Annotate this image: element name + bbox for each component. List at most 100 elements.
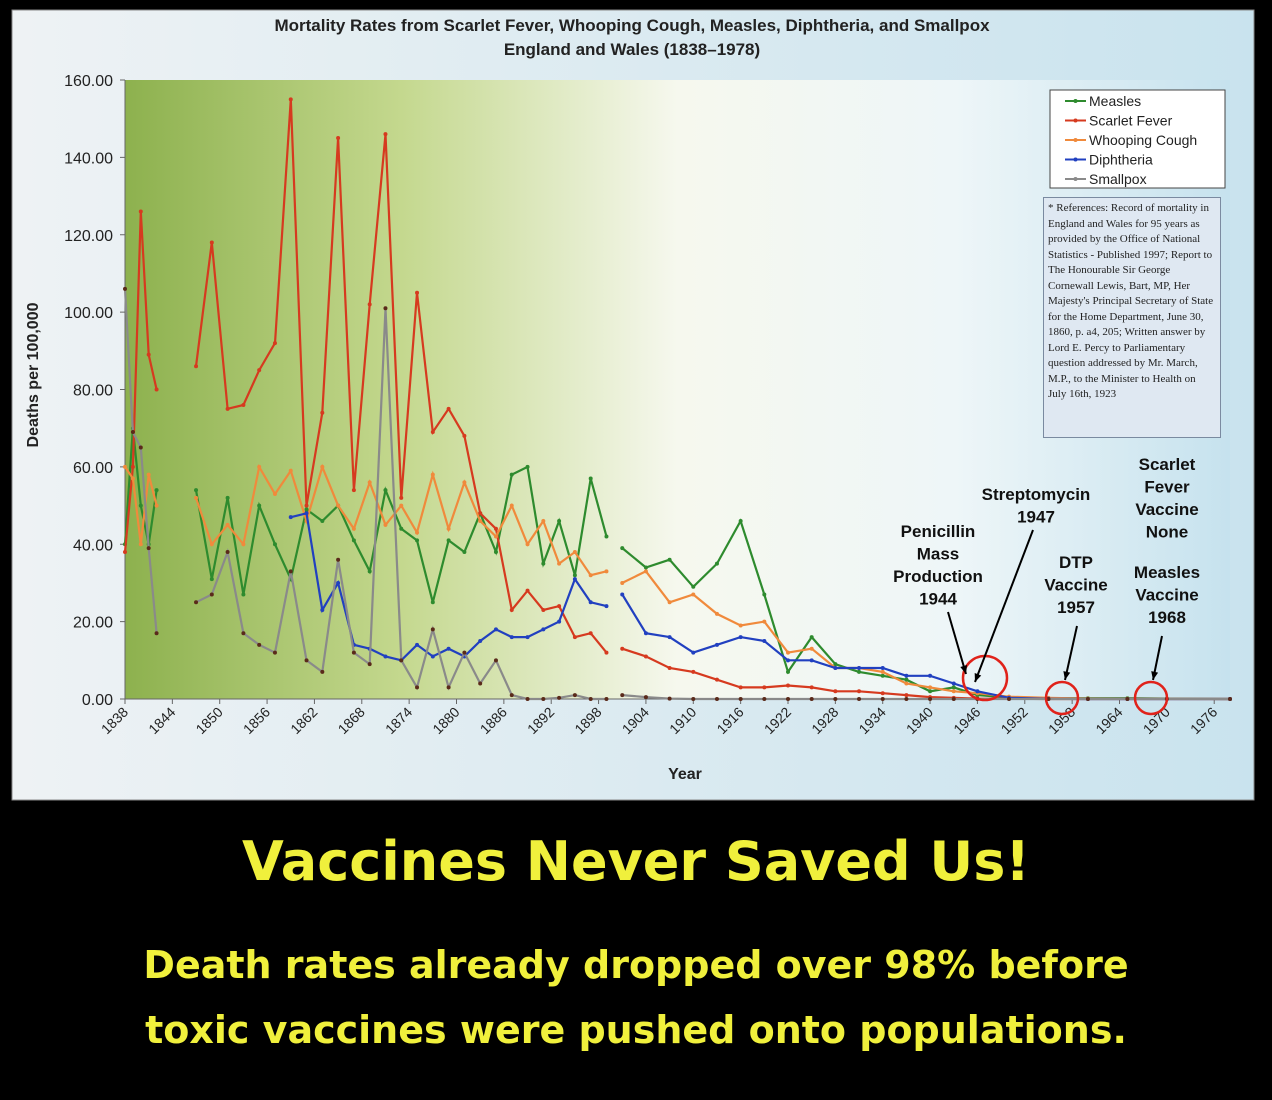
- point-marker: [130, 430, 135, 435]
- point-marker: [880, 669, 885, 674]
- point-marker: [241, 402, 246, 407]
- point-marker: [588, 476, 593, 481]
- point-marker: [738, 519, 743, 524]
- point-marker: [194, 495, 199, 500]
- point-marker: [351, 538, 356, 543]
- point-marker: [462, 650, 467, 655]
- point-marker: [880, 697, 885, 701]
- point-marker: [367, 480, 372, 485]
- point-marker: [904, 681, 909, 686]
- subheadline: toxic vaccines were pushed onto populati…: [145, 1008, 1127, 1052]
- point-marker: [209, 592, 214, 597]
- point-marker: [272, 542, 277, 547]
- point-marker: [904, 697, 909, 701]
- legend-label: Smallpox: [1089, 171, 1147, 187]
- point-marker: [572, 635, 577, 640]
- point-marker: [209, 240, 214, 245]
- point-marker: [667, 557, 672, 562]
- point-marker: [288, 515, 293, 520]
- point-marker: [643, 654, 648, 659]
- annotation-arrow: [1064, 625, 1078, 681]
- annotation-text: Measles: [1134, 563, 1200, 582]
- point-marker: [493, 658, 498, 663]
- y-axis-label: Deaths per 100,000: [25, 302, 42, 447]
- legend-marker: [1073, 177, 1078, 181]
- point-marker: [462, 549, 467, 554]
- annotation-text: Vaccine: [1044, 576, 1107, 595]
- chart-title: Mortality Rates from Scarlet Fever, Whoo…: [274, 16, 990, 35]
- point-marker: [351, 488, 356, 493]
- point-marker: [154, 503, 159, 508]
- arrow-head: [1063, 671, 1071, 680]
- references-box: * References: Record of mortality in Eng…: [1043, 197, 1221, 438]
- point-marker: [620, 693, 625, 698]
- point-marker: [336, 136, 341, 141]
- point-marker: [146, 352, 151, 357]
- point-marker: [415, 642, 420, 647]
- point-marker: [557, 604, 562, 609]
- point-marker: [304, 658, 309, 663]
- point-marker: [336, 580, 341, 585]
- point-marker: [572, 573, 577, 578]
- point-marker: [786, 683, 790, 688]
- point-marker: [541, 561, 546, 566]
- point-marker: [462, 480, 467, 485]
- point-marker: [288, 97, 293, 102]
- point-marker: [667, 666, 672, 671]
- point-marker: [714, 561, 719, 566]
- point-marker: [257, 464, 262, 469]
- annotation-text: Scarlet: [1139, 455, 1196, 474]
- point-marker: [786, 650, 790, 655]
- point-marker: [541, 627, 546, 632]
- point-marker: [399, 495, 404, 500]
- point-marker: [1046, 697, 1051, 701]
- subheadline: Death rates already dropped over 98% bef…: [143, 943, 1129, 987]
- y-tick-label: 60.00: [73, 460, 113, 477]
- point-marker: [430, 654, 435, 659]
- point-marker: [320, 410, 325, 415]
- point-marker: [351, 526, 356, 531]
- point-marker: [241, 631, 246, 636]
- point-marker: [604, 697, 609, 701]
- point-marker: [525, 635, 530, 640]
- point-marker: [588, 573, 593, 578]
- point-marker: [667, 600, 672, 605]
- point-marker: [446, 646, 451, 651]
- point-marker: [336, 557, 341, 562]
- arrow-head: [974, 673, 982, 682]
- point-marker: [367, 662, 372, 667]
- y-tick-label: 140.00: [64, 150, 113, 167]
- point-marker: [509, 503, 514, 508]
- point-marker: [928, 697, 933, 701]
- point-marker: [604, 650, 609, 655]
- annotation-arrow: [947, 611, 967, 675]
- point-marker: [194, 600, 199, 605]
- legend: Measles Scarlet Fever Whooping Cough Diphth…: [1049, 89, 1226, 189]
- point-marker: [509, 472, 514, 477]
- point-marker: [399, 503, 404, 508]
- point-marker: [209, 577, 214, 582]
- point-marker: [399, 526, 404, 531]
- point-marker: [786, 697, 790, 701]
- point-marker: [138, 209, 143, 214]
- point-marker: [738, 697, 743, 701]
- point-marker: [572, 577, 577, 582]
- point-marker: [557, 695, 562, 700]
- y-tick-label: 80.00: [73, 383, 113, 400]
- annotation-text: 1947: [1017, 508, 1055, 527]
- point-marker: [383, 306, 388, 311]
- point-marker: [130, 476, 135, 481]
- point-marker: [241, 592, 246, 597]
- arrow-head: [1151, 671, 1159, 680]
- highlight-circle: [1044, 680, 1080, 716]
- point-marker: [541, 519, 546, 524]
- point-marker: [588, 697, 593, 701]
- point-marker: [123, 464, 127, 469]
- point-marker: [1007, 697, 1011, 701]
- point-marker: [430, 430, 435, 435]
- point-marker: [762, 638, 767, 643]
- point-marker: [493, 534, 498, 539]
- point-marker: [572, 549, 577, 554]
- point-marker: [446, 538, 451, 543]
- point-marker: [809, 635, 814, 640]
